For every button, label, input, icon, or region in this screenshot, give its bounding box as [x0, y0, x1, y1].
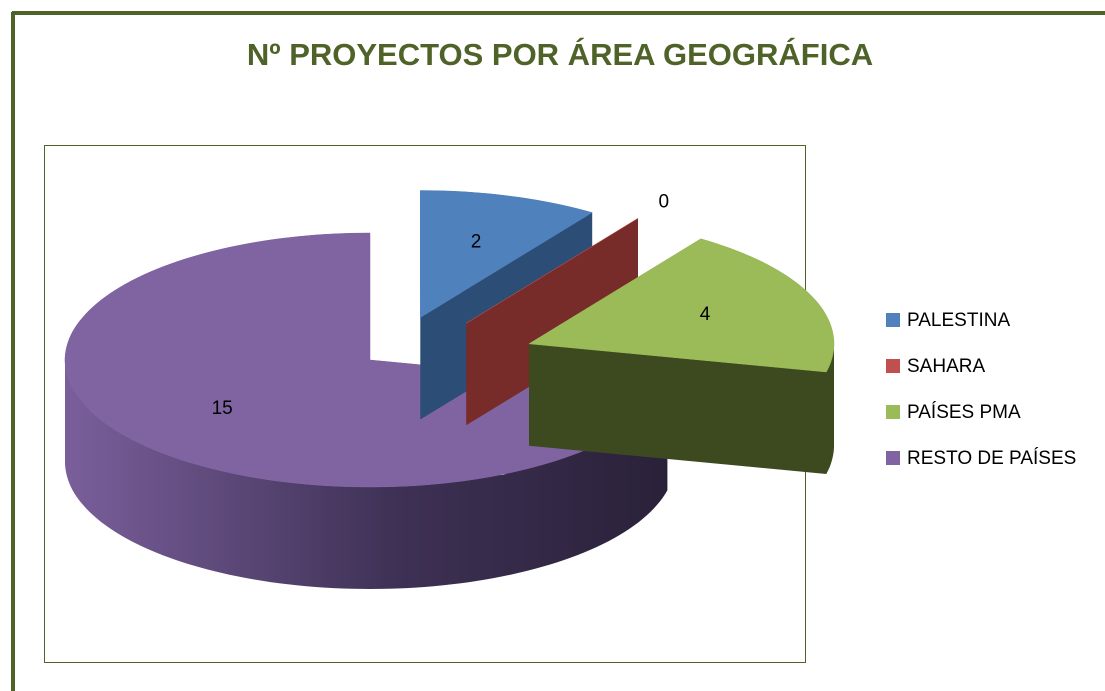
legend-swatch — [886, 359, 900, 373]
legend-label: PALESTINA — [907, 310, 1010, 331]
slice — [466, 218, 639, 324]
slice — [420, 190, 593, 318]
slice — [528, 238, 835, 373]
slice-side — [466, 218, 638, 426]
data-label: 15 — [212, 398, 233, 419]
data-label: 2 — [471, 231, 482, 252]
legend-swatch — [886, 405, 900, 419]
legend-label: PAÍSES PMA — [907, 402, 1021, 423]
data-label: 0 — [659, 192, 670, 213]
legend-label: RESTO DE PAÍSES — [907, 448, 1076, 469]
data-label: 4 — [700, 304, 711, 325]
chart-title: Nº PROYECTOS POR ÁREA GEOGRÁFICA — [247, 37, 873, 72]
slice — [64, 232, 668, 488]
legend-swatch — [886, 451, 900, 465]
legend-label: SAHARA — [907, 356, 985, 377]
legend-swatch — [886, 313, 900, 327]
